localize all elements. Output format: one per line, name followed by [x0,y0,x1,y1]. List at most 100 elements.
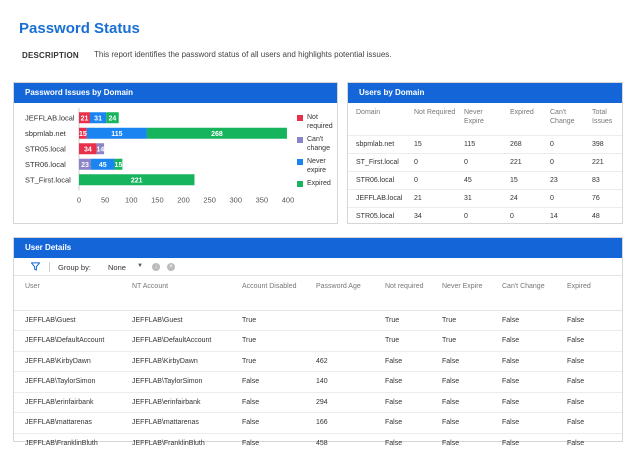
table-cell: 45 [456,170,502,189]
category-label: STR05.local [25,144,66,153]
table-cell: False [231,371,305,392]
bar-data-label: 15 [79,131,87,138]
x-tick-label: 50 [101,196,109,205]
table-cell: False [431,350,491,372]
table-row[interactable]: STR05.local 34 0 0 14 48 [348,206,622,225]
table-cell: 0 [406,152,456,171]
column-header-domain[interactable]: Domain [356,109,381,116]
table-cell: JEFFLAB\FranklinBluth [14,432,121,450]
bar-data-label: 14 [97,146,105,153]
column-header-not-required[interactable]: Not Required [414,109,456,116]
table-cell: False [556,371,622,392]
table-row[interactable]: JEFFLAB\mattarenas JEFFLAB\mattarenas Fals… [14,412,622,433]
bar-data-label: 21 [81,115,89,122]
table-cell: 34 [406,206,456,225]
table-cell: JEFFLAB\TaylorSimon [121,371,231,392]
column-header-expired[interactable]: Expired [556,277,622,311]
bar-segment-not-required [79,143,97,155]
bar-data-label: 45 [99,162,107,169]
user-details-panel: User Details Group by: None ▼ ↓ × User NT… [13,237,623,450]
clear-icon[interactable]: × [167,263,175,271]
table-cell: True [231,309,305,331]
table-cell: 0 [542,134,584,153]
sort-icon[interactable]: ↓ [152,263,160,271]
bar-segment-never-expire [89,112,107,124]
table-cell: 221 [502,152,542,171]
user-details-table: User NT Account Account Disabled Password A… [14,277,622,450]
table-cell [305,309,374,331]
table-cell: False [374,391,431,413]
table-cell: JEFFLAB\erinfairbank [14,391,121,413]
column-header-not-required[interactable]: Not required [374,277,431,311]
table-row[interactable]: STR06.local 0 45 15 23 83 [348,170,622,189]
table-cell: False [491,391,556,413]
table-cell: 0 [456,206,502,225]
group-by-select[interactable]: None [108,263,126,272]
table-cell: False [491,371,556,392]
table-cell: 21 [406,188,456,207]
column-header-password-age[interactable]: Password Age [305,277,374,311]
table-cell: False [431,371,491,392]
column-header-account-disabled[interactable]: Account Disabled [231,277,305,311]
table-cell: STR05.local [348,206,406,225]
table-cell: JEFFLAB\KirbyDawn [121,350,231,372]
group-by-label: Group by: [58,263,91,272]
table-cell: sbpmlab.net [348,134,406,153]
column-header-total-issues[interactable]: Total Issues [592,109,613,125]
bar-segment-not-required [79,112,90,124]
table-cell: 76 [584,188,622,207]
table-row[interactable]: JEFFLAB\KirbyDawn JEFFLAB\KirbyDawn True 46… [14,350,622,372]
column-header-never-expire[interactable]: Never Expire [431,277,491,311]
table-cell: True [374,309,431,331]
table-cell: False [491,412,556,433]
column-header-never-expire[interactable]: Never Expire [464,109,484,125]
table-cell: JEFFLAB\erinfairbank [121,391,231,413]
table-cell: False [431,412,491,433]
column-header-user[interactable]: User [14,277,121,311]
table-cell: False [491,432,556,450]
table-cell: JEFFLAB\Guest [121,309,231,331]
table-cell: 15 [502,170,542,189]
users-by-domain-panel: Users by Domain Domain Not Required Never … [347,82,623,225]
column-header-expired[interactable]: Expired [510,109,534,116]
table-row[interactable]: JEFFLAB\erinfairbank JEFFLAB\erinfairbank… [14,391,622,413]
password-issues-panel: Password Issues by Domain 0 50 100 150 200 25… [13,82,338,224]
column-header-can-t-change[interactable]: Can't Change [491,277,556,311]
table-row[interactable]: JEFFLAB.local 21 31 24 0 76 [348,188,622,207]
table-cell: False [374,350,431,372]
legend-label: Can't change [307,136,330,152]
x-tick-label: 200 [177,196,190,205]
table-cell: 31 [456,188,502,207]
table-cell: 398 [584,134,622,153]
description-label: DESCRIPTION [22,51,79,60]
legend-item-can-t-change[interactable]: Can't change [297,135,337,153]
table-cell: 268 [502,134,542,153]
table-row[interactable]: ST_First.local 0 0 221 0 221 [348,152,622,171]
table-cell: 221 [584,152,622,171]
chevron-down-icon[interactable]: ▼ [137,263,143,269]
table-row[interactable]: JEFFLAB\Guest JEFFLAB\Guest True True True Fa… [14,309,622,331]
legend-item-not-required[interactable]: Not required [297,113,337,131]
legend-item-expired[interactable]: Expired [297,179,337,188]
description-text: This report identifies the password stat… [94,50,392,59]
x-tick-label: 0 [77,196,81,205]
table-row[interactable]: sbpmlab.net 15 115 268 0 398 [348,134,622,153]
table-cell: False [556,412,622,433]
column-header-nt-account[interactable]: NT Account [121,277,231,311]
table-cell: JEFFLAB\mattarenas [14,412,121,433]
legend-item-never-expire[interactable]: Never expire [297,157,337,175]
table-cell: True [374,330,431,351]
legend-swatch [297,137,303,143]
table-cell: 0 [406,170,456,189]
bar-segment-expired [114,158,123,170]
table-row[interactable]: JEFFLAB\DefaultAccount JEFFLAB\DefaultAcc… [14,330,622,351]
filter-icon[interactable] [30,262,41,273]
table-row[interactable]: JEFFLAB\FranklinBluth JEFFLAB\FranklinBlu… [14,432,622,450]
category-label: STR06.local [25,160,66,169]
table-row[interactable]: JEFFLAB\TaylorSimon JEFFLAB\TaylorSimon Fa… [14,371,622,392]
table-cell: JEFFLAB.local [348,188,406,207]
table-cell: JEFFLAB\TaylorSimon [14,371,121,392]
users-by-domain-header: Users by Domain [348,83,622,103]
bar-segment-expired [106,112,119,124]
column-header-can-t-change[interactable]: Can't Change [550,109,575,125]
